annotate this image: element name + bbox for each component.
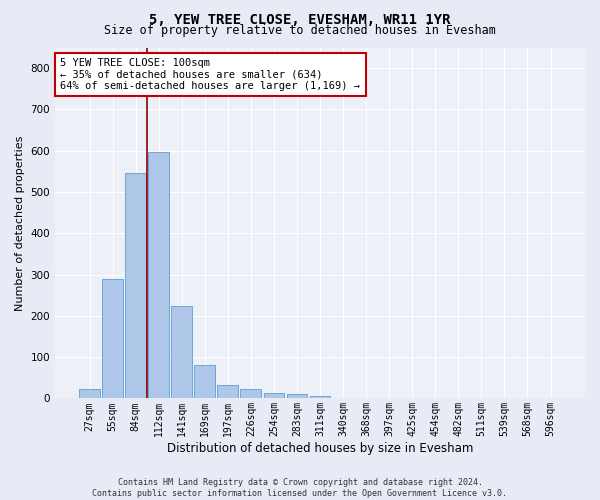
Text: 5 YEW TREE CLOSE: 100sqm
← 35% of detached houses are smaller (634)
64% of semi-: 5 YEW TREE CLOSE: 100sqm ← 35% of detach…	[61, 58, 361, 91]
Y-axis label: Number of detached properties: Number of detached properties	[15, 136, 25, 310]
Bar	[125, 172, 146, 398]
Bar	[102, 278, 123, 398]
Text: Size of property relative to detached houses in Evesham: Size of property relative to detached ho…	[104, 24, 496, 37]
Bar	[217, 385, 238, 398]
Bar	[241, 389, 261, 398]
Bar	[194, 366, 215, 398]
Bar	[287, 394, 307, 398]
Bar	[310, 396, 331, 398]
Bar	[263, 393, 284, 398]
Bar	[172, 306, 192, 398]
Bar	[79, 390, 100, 398]
Text: 5, YEW TREE CLOSE, EVESHAM, WR11 1YR: 5, YEW TREE CLOSE, EVESHAM, WR11 1YR	[149, 12, 451, 26]
X-axis label: Distribution of detached houses by size in Evesham: Distribution of detached houses by size …	[167, 442, 473, 455]
Bar	[148, 152, 169, 398]
Text: Contains HM Land Registry data © Crown copyright and database right 2024.
Contai: Contains HM Land Registry data © Crown c…	[92, 478, 508, 498]
